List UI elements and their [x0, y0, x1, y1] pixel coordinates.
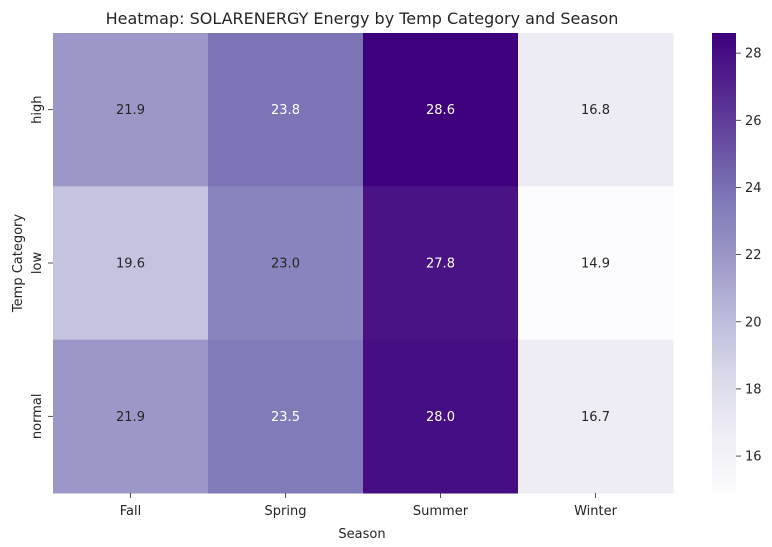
cell-value-label: 23.8: [271, 103, 300, 118]
x-tick-label: Spring: [265, 504, 307, 519]
colorbar-tick-label: 24: [745, 181, 762, 196]
heatmap-cell: [363, 33, 519, 187]
colorbar-tick-label: 26: [745, 114, 762, 129]
x-axis: Fall Spring Summer Winter: [120, 493, 618, 519]
heatmap-cell: [363, 186, 519, 341]
cell-value-label: 14.9: [581, 257, 610, 272]
cell-value-label: 23.0: [271, 257, 300, 272]
colorbar-tick-label: 22: [745, 248, 762, 263]
y-tick-label: high: [30, 95, 45, 123]
x-tick-label: Summer: [413, 504, 469, 519]
y-axis: high low normal: [30, 95, 53, 439]
heatmap-cell: [208, 33, 364, 187]
y-axis-label: Temp Category: [11, 214, 26, 313]
cell-value-label: 23.5: [271, 410, 300, 425]
colorbar: [712, 33, 736, 493]
colorbar-tick-label: 28: [745, 47, 762, 62]
cell-value-label: 27.8: [426, 257, 455, 272]
heatmap-cell: [53, 339, 209, 494]
heatmap-cell: [53, 186, 209, 341]
x-tick-label: Winter: [574, 504, 618, 519]
cell-value-label: 21.9: [116, 103, 145, 118]
colorbar-tick-label: 16: [745, 450, 762, 465]
colorbar-axis: 16 18 20 22 24 26 28: [736, 47, 762, 465]
x-tick-label: Fall: [120, 504, 141, 519]
heatmap-cell: [208, 186, 364, 341]
cell-value-label: 16.8: [581, 103, 610, 118]
heatmap-cell: [518, 339, 674, 494]
chart-title: Heatmap: SOLARENERGY Energy by Temp Cate…: [106, 9, 619, 28]
colorbar-tick-label: 20: [745, 315, 762, 330]
cell-value-label: 16.7: [581, 410, 610, 425]
cell-value-label: 28.6: [426, 103, 455, 118]
cell-value-label: 19.6: [116, 257, 145, 272]
x-axis-label: Season: [338, 527, 385, 542]
y-tick-label: low: [30, 252, 45, 275]
cell-value-label: 21.9: [116, 410, 145, 425]
cell-value-label: 28.0: [426, 410, 455, 425]
heatmap-cells: 21.9 23.8 28.6 16.8 19.6 23.0 27.8 14.9 21.9 23.5…: [53, 33, 674, 494]
heatmap-cell: [518, 33, 674, 187]
y-tick-label: normal: [30, 394, 45, 440]
colorbar-tick-label: 18: [745, 382, 762, 397]
heatmap-cell: [363, 339, 519, 494]
heatmap-cell: [53, 33, 209, 187]
heatmap-cell: [208, 339, 364, 494]
heatmap-cell: [518, 186, 674, 341]
